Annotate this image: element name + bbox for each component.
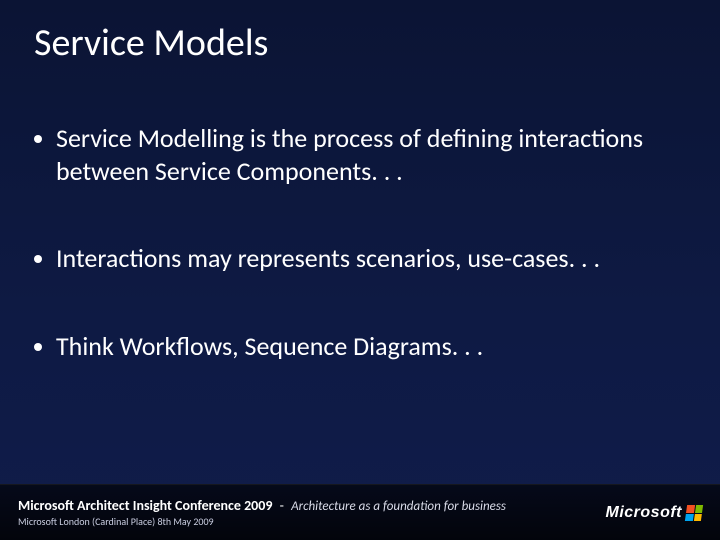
bullet-text: Service Modelling is the process of defi… [56,122,680,187]
footer-conference-line: Microsoft Architect Insight Conference 2… [18,497,606,514]
bullet-dot-icon [34,343,42,351]
footer-tagline: Architecture as a foundation for busines… [291,499,506,514]
flag-q4 [693,513,702,521]
footer-location-date: Microsoft London (Cardinal Place) 8th Ma… [18,515,606,528]
microsoft-logo: Microsoft [606,504,703,522]
microsoft-flag-icon [685,505,703,521]
slide-title: Service Models [34,20,268,66]
footer-conference-name: Microsoft Architect Insight Conference 2… [18,497,272,514]
bullet-text: Think Workflows, Sequence Diagrams. . . [56,330,680,363]
bullet-item: Think Workflows, Sequence Diagrams. . . [34,330,680,363]
footer-left: Microsoft Architect Insight Conference 2… [18,497,606,528]
slide-body: Service Modelling is the process of defi… [34,122,680,417]
flag-q2 [695,505,704,513]
bullet-text: Interactions may represents scenarios, u… [56,242,680,275]
bullet-item: Interactions may represents scenarios, u… [34,242,680,275]
microsoft-wordmark: Microsoft [606,504,683,522]
slide: Service Models Service Modelling is the … [0,0,720,540]
bullet-item: Service Modelling is the process of defi… [34,122,680,187]
footer-right: Microsoft [606,504,703,522]
bullet-dot-icon [34,255,42,263]
footer-separator: - [280,497,284,514]
slide-footer: Microsoft Architect Insight Conference 2… [0,484,720,540]
bullet-dot-icon [34,135,42,143]
flag-q3 [685,513,694,521]
flag-q1 [686,505,695,513]
